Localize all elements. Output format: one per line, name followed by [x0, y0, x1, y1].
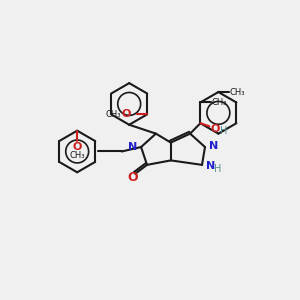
Text: CH₃: CH₃ [69, 152, 85, 160]
Text: H: H [220, 126, 227, 136]
Text: O: O [211, 124, 220, 134]
Text: H: H [214, 164, 222, 174]
Text: O: O [73, 142, 82, 152]
Text: CH₃: CH₃ [105, 110, 121, 119]
Text: O: O [122, 109, 131, 119]
Text: N: N [208, 140, 218, 151]
Text: N: N [206, 161, 215, 171]
Text: N: N [128, 142, 137, 152]
Text: CH₃: CH₃ [212, 98, 227, 107]
Text: O: O [128, 171, 138, 184]
Text: CH₃: CH₃ [230, 88, 245, 97]
